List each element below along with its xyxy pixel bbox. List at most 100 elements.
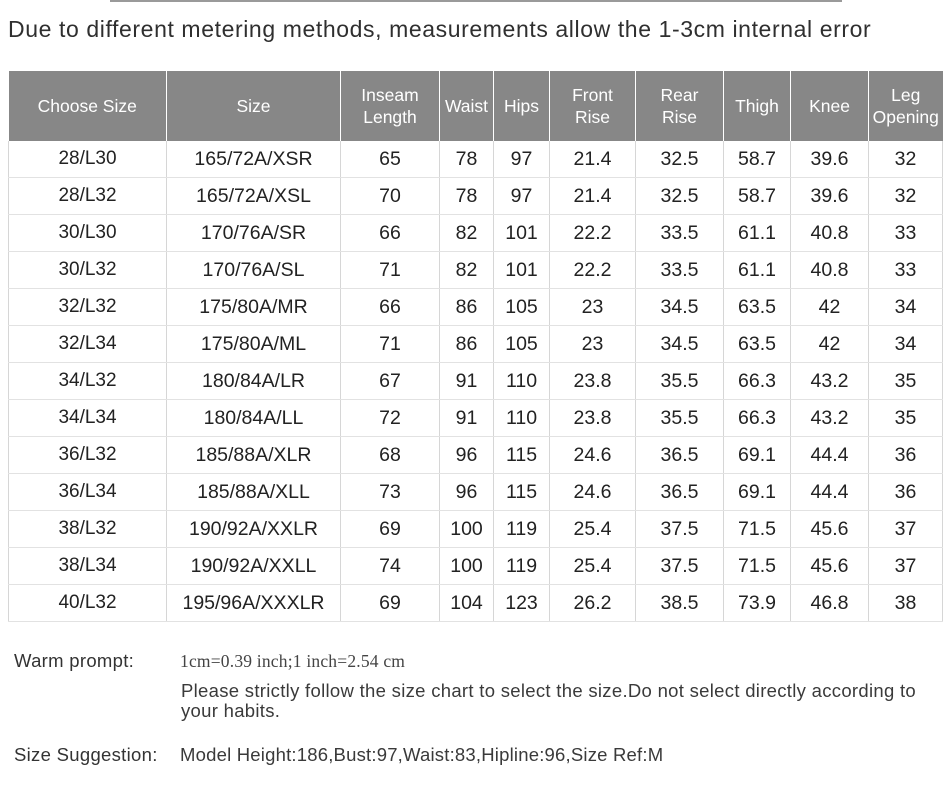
cell-leg-opening: 32 [868,141,943,178]
cell-choose-size: 38/L34 [8,547,167,585]
cell-rear-rise: 35.5 [635,362,724,400]
header-leg-opening: Leg Opening [868,71,943,141]
cell-thigh: 58.7 [723,177,791,215]
cell-inseam-length: 72 [340,399,440,437]
cell-leg-opening: 38 [868,584,943,622]
size-instruction-text: Please strictly follow the size chart to… [181,680,917,721]
cell-thigh: 61.1 [723,251,791,289]
header-thigh: Thigh [723,71,791,141]
cell-knee: 44.4 [790,473,869,511]
cell-size: 165/72A/XSL [166,177,341,215]
table-row: 38/L32 190/92A/XXLR 69 100 119 25.4 37.5 71.5 45… [8,510,943,548]
cell-choose-size: 30/L30 [8,214,167,252]
header-size: Size [166,71,341,141]
cell-choose-size: 32/L32 [8,288,167,326]
cell-size: 170/76A/SR [166,214,341,252]
cell-size: 185/88A/XLL [166,473,341,511]
cell-choose-size: 40/L32 [8,584,167,622]
cell-size: 195/96A/XXXLR [166,584,341,622]
cell-front-rise: 23.8 [549,362,636,400]
cell-hips: 105 [493,325,550,363]
cell-waist: 104 [439,584,494,622]
cell-front-rise: 25.4 [549,510,636,548]
size-chart-table: Choose Size Size Inseam Length Waist Hip… [8,71,943,622]
cell-leg-opening: 36 [868,436,943,474]
cell-hips: 119 [493,547,550,585]
header-knee: Knee [790,71,869,141]
cell-inseam-length: 69 [340,510,440,548]
cell-waist: 91 [439,399,494,437]
cell-leg-opening: 34 [868,288,943,326]
cell-front-rise: 23 [549,288,636,326]
cell-front-rise: 23.8 [549,399,636,437]
cell-waist: 78 [439,177,494,215]
cell-inseam-length: 73 [340,473,440,511]
cell-thigh: 66.3 [723,362,791,400]
table-row: 36/L34 185/88A/XLL 73 96 115 24.6 36.5 69.1 44.4… [8,473,943,511]
cell-knee: 39.6 [790,141,869,178]
cell-front-rise: 23 [549,325,636,363]
cell-waist: 100 [439,510,494,548]
table-row: 28/L30 165/72A/XSR 65 78 97 21.4 32.5 58.7 39.6 3… [8,141,943,178]
cell-hips: 105 [493,288,550,326]
table-row: 38/L34 190/92A/XXLL 74 100 119 25.4 37.5 71.5 45… [8,547,943,585]
table-row: 32/L34 175/80A/ML 71 86 105 23 34.5 63.5 42 34 [8,325,943,363]
size-suggestion-text: Model Height:186,Bust:97,Waist:83,Hiplin… [180,744,664,765]
cell-front-rise: 22.2 [549,251,636,289]
table-row: 40/L32 195/96A/XXXLR 69 104 123 26.2 38.5 73.9 4… [8,584,943,622]
cell-rear-rise: 35.5 [635,399,724,437]
cell-inseam-length: 74 [340,547,440,585]
cell-knee: 40.8 [790,251,869,289]
cell-leg-opening: 33 [868,251,943,289]
table-row: 36/L32 185/88A/XLR 68 96 115 24.6 36.5 69.1 44.4… [8,436,943,474]
cell-size: 190/92A/XXLR [166,510,341,548]
cell-rear-rise: 33.5 [635,251,724,289]
cell-rear-rise: 36.5 [635,473,724,511]
table-row: 28/L32 165/72A/XSL 70 78 97 21.4 32.5 58.7 39.6 3… [8,177,943,215]
cell-leg-opening: 35 [868,399,943,437]
cell-thigh: 69.1 [723,436,791,474]
cell-inseam-length: 67 [340,362,440,400]
cell-thigh: 61.1 [723,214,791,252]
cell-hips: 110 [493,362,550,400]
cell-waist: 82 [439,251,494,289]
cell-choose-size: 30/L32 [8,251,167,289]
cell-knee: 40.8 [790,214,869,252]
cell-waist: 96 [439,473,494,511]
cell-hips: 110 [493,399,550,437]
cell-rear-rise: 32.5 [635,141,724,178]
cell-inseam-length: 66 [340,288,440,326]
cell-choose-size: 34/L34 [8,399,167,437]
header-rear-rise: Rear Rise [635,71,724,141]
cell-inseam-length: 70 [340,177,440,215]
cell-rear-rise: 33.5 [635,214,724,252]
cell-knee: 39.6 [790,177,869,215]
cell-size: 165/72A/XSR [166,141,341,178]
cell-hips: 115 [493,473,550,511]
cell-thigh: 58.7 [723,141,791,178]
table-row: 34/L32 180/84A/LR 67 91 110 23.8 35.5 66.3 43.2 3… [8,362,943,400]
cell-leg-opening: 32 [868,177,943,215]
size-chart-body: 28/L30 165/72A/XSR 65 78 97 21.4 32.5 58.7 39.6 3… [8,141,943,622]
cell-front-rise: 26.2 [549,584,636,622]
cell-rear-rise: 38.5 [635,584,724,622]
cell-size: 190/92A/XXLL [166,547,341,585]
cell-leg-opening: 36 [868,473,943,511]
cell-rear-rise: 34.5 [635,325,724,363]
cell-knee: 44.4 [790,436,869,474]
cell-waist: 78 [439,141,494,178]
size-chart-header: Choose Size Size Inseam Length Waist Hip… [8,71,943,141]
cell-inseam-length: 71 [340,251,440,289]
cell-front-rise: 22.2 [549,214,636,252]
cell-leg-opening: 37 [868,547,943,585]
table-row: 30/L30 170/76A/SR 66 82 101 22.2 33.5 61.1 40.8 3… [8,214,943,252]
cell-size: 180/84A/LR [166,362,341,400]
warm-prompt-label: Warm prompt: [14,650,135,671]
table-row: 34/L34 180/84A/LL 72 91 110 23.8 35.5 66.3 43.2 3… [8,399,943,437]
cell-knee: 43.2 [790,399,869,437]
cell-hips: 119 [493,510,550,548]
cell-leg-opening: 37 [868,510,943,548]
header-choose-size: Choose Size [8,71,167,141]
cell-rear-rise: 37.5 [635,510,724,548]
cell-inseam-length: 71 [340,325,440,363]
